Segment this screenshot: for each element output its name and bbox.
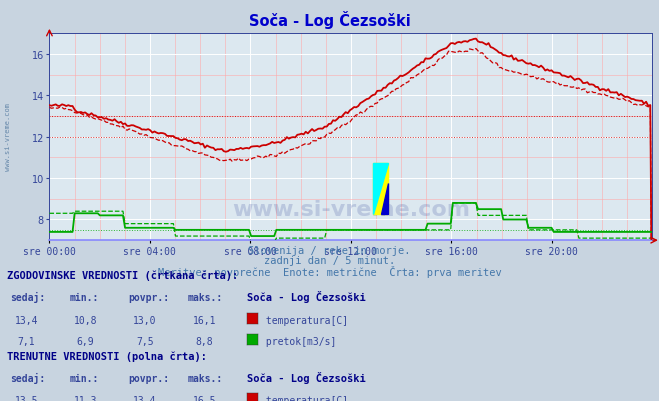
Text: 13,4: 13,4 bbox=[133, 395, 157, 401]
Text: 7,5: 7,5 bbox=[136, 336, 154, 346]
Text: temperatura[C]: temperatura[C] bbox=[260, 395, 349, 401]
Text: zadnji dan / 5 minut.: zadnji dan / 5 minut. bbox=[264, 255, 395, 265]
Text: 6,9: 6,9 bbox=[77, 336, 94, 346]
Text: min.:: min.: bbox=[69, 293, 99, 303]
Polygon shape bbox=[381, 184, 387, 215]
Text: maks.:: maks.: bbox=[188, 293, 223, 303]
Text: 7,1: 7,1 bbox=[18, 336, 35, 346]
Text: ZGODOVINSKE VREDNOSTI (črtkana črta):: ZGODOVINSKE VREDNOSTI (črtkana črta): bbox=[7, 270, 238, 281]
Text: www.si-vreme.com: www.si-vreme.com bbox=[232, 200, 470, 220]
Text: maks.:: maks.: bbox=[188, 373, 223, 383]
Text: sedaj:: sedaj: bbox=[10, 292, 45, 303]
Text: www.si-vreme.com: www.si-vreme.com bbox=[5, 102, 11, 170]
Text: 13,0: 13,0 bbox=[133, 315, 157, 325]
Text: povpr.:: povpr.: bbox=[129, 293, 169, 303]
Text: sedaj:: sedaj: bbox=[10, 373, 45, 383]
Text: 13,4: 13,4 bbox=[14, 315, 38, 325]
Text: 11,3: 11,3 bbox=[74, 395, 98, 401]
Text: 16,1: 16,1 bbox=[192, 315, 216, 325]
Polygon shape bbox=[373, 163, 387, 215]
Text: Soča - Log Čezsoški: Soča - Log Čezsoški bbox=[247, 291, 366, 303]
Text: Slovenija / reke in morje.: Slovenija / reke in morje. bbox=[248, 245, 411, 255]
Text: min.:: min.: bbox=[69, 373, 99, 383]
Text: 10,8: 10,8 bbox=[74, 315, 98, 325]
Text: TRENUTNE VREDNOSTI (polna črta):: TRENUTNE VREDNOSTI (polna črta): bbox=[7, 351, 206, 361]
Text: Soča - Log Čezsoški: Soča - Log Čezsoški bbox=[248, 11, 411, 29]
Text: Meritve: povprečne  Enote: metrične  Črta: prva meritev: Meritve: povprečne Enote: metrične Črta:… bbox=[158, 265, 501, 277]
Text: povpr.:: povpr.: bbox=[129, 373, 169, 383]
Text: 16,5: 16,5 bbox=[192, 395, 216, 401]
Text: temperatura[C]: temperatura[C] bbox=[260, 315, 349, 325]
Bar bbox=[373, 163, 387, 215]
Text: pretok[m3/s]: pretok[m3/s] bbox=[260, 336, 337, 346]
Text: Soča - Log Čezsoški: Soča - Log Čezsoški bbox=[247, 371, 366, 383]
Text: 8,8: 8,8 bbox=[196, 336, 213, 346]
Text: 13,5: 13,5 bbox=[14, 395, 38, 401]
